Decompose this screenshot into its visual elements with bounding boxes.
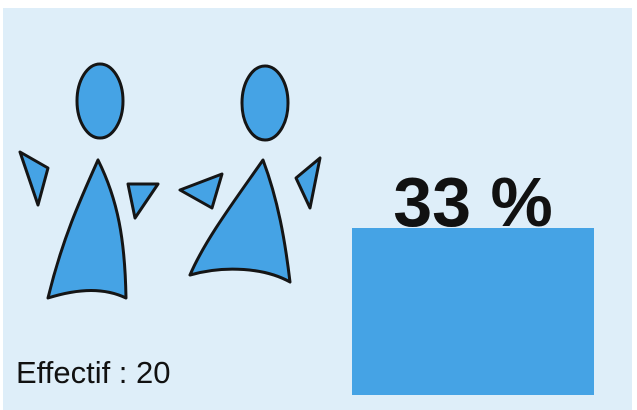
value-label: 33 % (393, 163, 553, 241)
figure-head (242, 66, 288, 140)
figure-head (77, 64, 123, 138)
infographic: Effectif : 20 33 % (0, 0, 637, 410)
footnote: Effectif : 20 (16, 355, 171, 390)
bar (352, 228, 594, 395)
page: Effectif : 20 33 % (() => { const data =… (0, 0, 637, 410)
